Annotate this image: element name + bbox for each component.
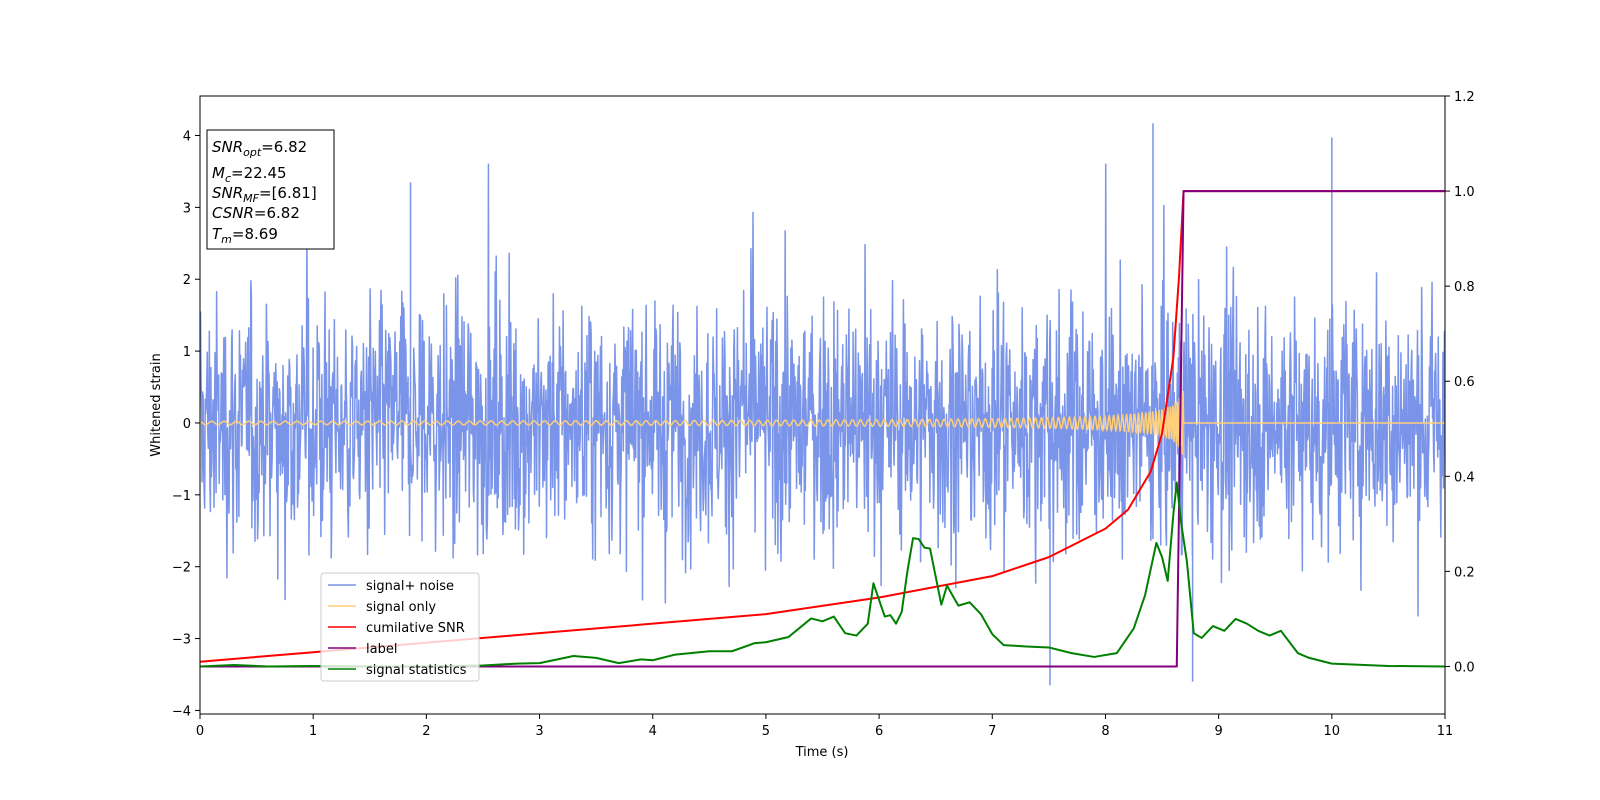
series-signal-statistics xyxy=(200,481,1445,668)
x-tick-label: 9 xyxy=(1214,724,1222,739)
y-tick-label: 1 xyxy=(183,345,191,360)
y2-tick-label: 0.8 xyxy=(1454,280,1475,295)
x-tick-label: 0 xyxy=(196,724,204,739)
y-tick-label: 2 xyxy=(183,273,191,288)
axes: 0 1 2 3 4 5 6 7 8 9 10 11 −4 −3 −2 −1 0 1 2 3 4 0.0 0.2 0.4 0.6 0… xyxy=(172,90,1475,739)
y2-tick-label: 0.0 xyxy=(1454,660,1475,675)
y2-tick-label: 0.6 xyxy=(1454,375,1475,390)
y-tick-label: −3 xyxy=(172,633,191,648)
series-signal-noise xyxy=(200,123,1445,686)
x-tick-label: 4 xyxy=(649,724,657,739)
x-axis-label: Time (s) xyxy=(795,745,849,760)
x-tick-label: 11 xyxy=(1437,724,1454,739)
annotation-box: SNRopt=6.82 Mc=22.45 SNRMF=[6.81] CSNR=6… xyxy=(206,129,335,250)
legend-label-label: label xyxy=(366,642,397,657)
x-tick-label: 7 xyxy=(988,724,996,739)
x-tick-label: 3 xyxy=(535,724,543,739)
x-tick-label: 2 xyxy=(422,724,430,739)
x-tick-label: 8 xyxy=(1101,724,1109,739)
annotation-snr-opt: SNRopt=6.82 xyxy=(212,138,307,159)
annotation-mc: Mc=22.45 xyxy=(212,164,287,185)
series-label xyxy=(200,190,1445,668)
series-signal-only xyxy=(200,391,1445,455)
series-cumulative-snr xyxy=(200,190,1445,663)
legend: signal+ noise signal only cumilative SNR… xyxy=(320,572,480,682)
annotation-tm: Tm=8.69 xyxy=(212,225,278,246)
x-tick-label: 5 xyxy=(762,724,770,739)
y-axis-label: Whitened strain xyxy=(149,353,164,456)
annotation-snr-mf: SNRMF=[6.81] xyxy=(212,184,317,205)
y-tick-label: −1 xyxy=(172,489,191,504)
y2-tick-label: 1.2 xyxy=(1454,90,1475,105)
y-tick-label: 3 xyxy=(183,201,191,216)
y2-tick-label: 0.4 xyxy=(1454,470,1475,485)
y2-tick-label: 0.2 xyxy=(1454,565,1475,580)
annotation-csnr: CSNR=6.82 xyxy=(212,204,300,222)
x-tick-label: 10 xyxy=(1324,724,1341,739)
y-tick-label: 4 xyxy=(183,130,191,145)
x-tick-label: 6 xyxy=(875,724,883,739)
legend-label-signal-only: signal only xyxy=(366,600,436,615)
x-tick-label: 1 xyxy=(309,724,317,739)
legend-label-signal-statistics: signal statistics xyxy=(366,663,467,678)
y-tick-label: 0 xyxy=(183,417,191,432)
y-tick-label: −2 xyxy=(172,561,191,576)
plot-frame xyxy=(199,95,1446,715)
y2-tick-label: 1.0 xyxy=(1454,185,1475,200)
y-tick-label: −4 xyxy=(172,704,191,719)
legend-label-signal-noise: signal+ noise xyxy=(366,579,454,594)
plot-area xyxy=(200,123,1445,686)
legend-label-cumulative-snr: cumilative SNR xyxy=(366,621,465,636)
